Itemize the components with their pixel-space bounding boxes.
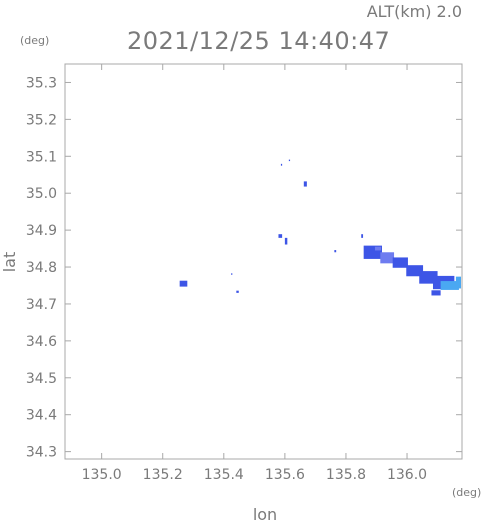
y-tick-label: 34.4: [26, 408, 57, 424]
echo-cell: [288, 159, 291, 162]
x-tick-label: 135.8: [326, 467, 366, 483]
echo-cell: [278, 234, 283, 238]
echo-cell: [236, 290, 239, 293]
chart-title: 2021/12/25 14:40:47: [127, 27, 390, 55]
echo-cell: [455, 276, 461, 289]
x-axis-ticks: 135.0 135.2 135.4 135.6 135.8 136.0: [82, 64, 427, 483]
echo-cell: [392, 257, 408, 268]
y-tick-label: 35.1: [26, 149, 57, 165]
y-tick-label: 35.3: [26, 75, 57, 91]
x-unit-label: (deg): [452, 486, 481, 499]
y-tick-label: 35.2: [26, 112, 57, 128]
plot-frame: [64, 63, 463, 460]
x-tick-label: 135.6: [265, 467, 305, 483]
echo-cell: [374, 246, 382, 251]
y-tick-label: 34.3: [26, 445, 57, 461]
x-tick-label: 135.2: [143, 467, 183, 483]
y-tick-label: 35.0: [26, 186, 57, 202]
echo-cell: [303, 181, 307, 187]
echo-cell: [440, 281, 459, 290]
x-tick-label: 136.0: [387, 467, 427, 483]
altitude-label: ALT(km) 2.0: [367, 2, 462, 21]
x-tick-label: 135.0: [82, 467, 122, 483]
echo-cell: [334, 250, 337, 253]
echo-cell: [406, 265, 424, 277]
y-tick-label: 34.8: [26, 260, 57, 276]
y-axis-ticks: 34.3 34.4 34.5 34.6 34.7 34.8 34.9 35.0 35.1 35.2…: [26, 75, 462, 461]
echo-cell: [179, 280, 188, 287]
echo-cell: [231, 273, 233, 275]
echo-cell: [280, 163, 283, 166]
x-axis-label: lon: [253, 505, 277, 521]
y-tick-label: 34.6: [26, 334, 57, 350]
echo-cell: [431, 290, 441, 296]
y-axis-label: lat: [0, 252, 19, 273]
y-tick-label: 34.5: [26, 371, 57, 387]
y-unit-label: (deg): [20, 34, 49, 47]
echo-layer: [179, 159, 461, 296]
x-tick-label: 135.4: [204, 467, 244, 483]
y-tick-label: 34.9: [26, 223, 57, 239]
y-tick-label: 34.7: [26, 297, 57, 313]
echo-cell: [361, 234, 364, 238]
echo-cell: [380, 252, 395, 264]
echo-cell: [284, 237, 288, 245]
